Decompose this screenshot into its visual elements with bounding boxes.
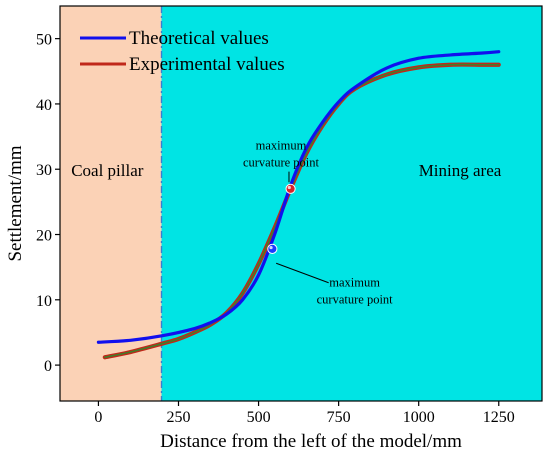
region-label: Coal pillar: [71, 161, 144, 180]
x-axis-label: Distance from the left of the model/mm: [160, 431, 462, 452]
x-tick-label: 1000: [403, 409, 435, 426]
curvature-point-marker: [285, 183, 296, 194]
region-0: [60, 6, 162, 401]
y-tick-label: 0: [44, 358, 52, 375]
region-labels: Coal pillar Mining area: [71, 161, 502, 180]
region-label: Mining area: [419, 161, 502, 180]
plot-frame: [59, 5, 543, 402]
marker-highlight: [269, 245, 273, 250]
legend-entry: Theoretical values: [129, 28, 269, 49]
x-tick-label: 500: [247, 409, 271, 426]
y-tick-label: 20: [36, 228, 52, 245]
x-tick-label: 750: [327, 409, 351, 426]
curvature-point-label: maximum curvature point: [243, 139, 320, 170]
x-tick-label: 250: [166, 409, 190, 426]
x-tick-label: 1250: [483, 409, 515, 426]
y-tick-label: 30: [36, 162, 52, 179]
marker-highlight: [287, 185, 291, 190]
legend: Theoretical values Experimental values: [80, 28, 285, 75]
legend-entry: Experimental values: [129, 54, 285, 75]
y-tick-label: 40: [36, 97, 52, 114]
x-tick-label: 0: [94, 409, 102, 426]
curvature-annotations: maximum curvature point maximum curvature p…: [243, 139, 393, 307]
region-backgrounds: [60, 6, 543, 401]
y-tick-label: 10: [36, 293, 52, 310]
y-axis: 0 10 20 30 40 50: [36, 32, 60, 375]
y-tick-label: 50: [36, 32, 52, 49]
region-1: [161, 6, 543, 401]
curvature-point-label: maximum curvature point: [317, 276, 394, 307]
curvature-point-marker: [267, 243, 278, 254]
y-axis-label: Settlement/mm: [5, 145, 26, 261]
annotation-leader: [276, 262, 329, 284]
x-axis: 0 250 500 750 1000 1250: [94, 401, 515, 426]
